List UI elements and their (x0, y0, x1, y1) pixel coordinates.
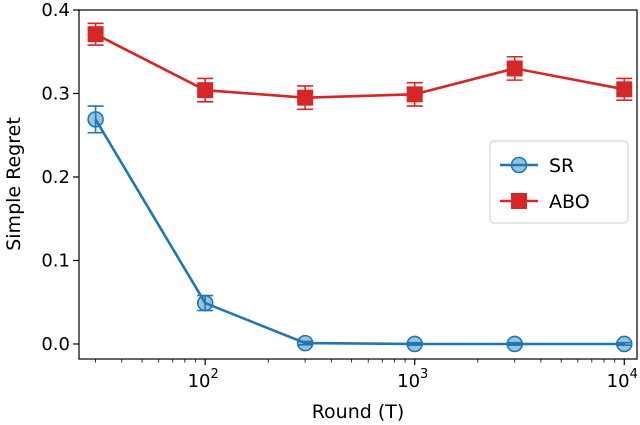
legend-entries: SR ABO (500, 155, 590, 213)
plot-frame (78, 9, 638, 360)
data-point (87, 111, 104, 128)
y-tick-label: 0.4 (41, 0, 70, 21)
series-sr (87, 105, 633, 353)
series-line-abo (95, 33, 625, 100)
series-layer (87, 22, 633, 353)
data-point (506, 335, 524, 353)
y-tick-label: 0.2 (41, 167, 70, 188)
x-tick-base: 10 (607, 371, 630, 392)
series-line-sr (94, 118, 625, 346)
y-tick-label: 0.3 (41, 83, 70, 104)
y-tick-label: 0.1 (41, 250, 70, 271)
data-point (406, 86, 423, 103)
y-axis-label: Simple Regret (3, 117, 25, 251)
data-point (297, 89, 314, 106)
series-abo (87, 22, 633, 111)
x-tick-label: 103 (397, 367, 428, 392)
x-tick-exponent: 4 (630, 367, 638, 382)
x-tick-base: 10 (188, 371, 211, 392)
data-point (87, 26, 104, 43)
legend-label: ABO (549, 191, 590, 213)
legend-label: SR (549, 155, 574, 177)
x-tick-label: 104 (607, 367, 638, 392)
data-point (197, 82, 214, 99)
x-tick-base: 10 (397, 371, 420, 392)
data-point (506, 60, 523, 77)
legend: SR ABO (489, 140, 629, 224)
y-tick-label: 0.0 (41, 334, 70, 355)
data-point (406, 335, 424, 353)
data-point (615, 335, 633, 353)
x-axis-label: Round (T) (312, 401, 405, 423)
data-point (296, 334, 314, 352)
x-tick-exponent: 3 (420, 367, 428, 382)
legend-marker (510, 156, 528, 174)
data-point (196, 294, 214, 312)
data-point (616, 81, 633, 98)
x-tick-exponent: 2 (210, 367, 218, 382)
x-tick-label: 102 (188, 367, 219, 392)
legend-marker (511, 193, 527, 209)
